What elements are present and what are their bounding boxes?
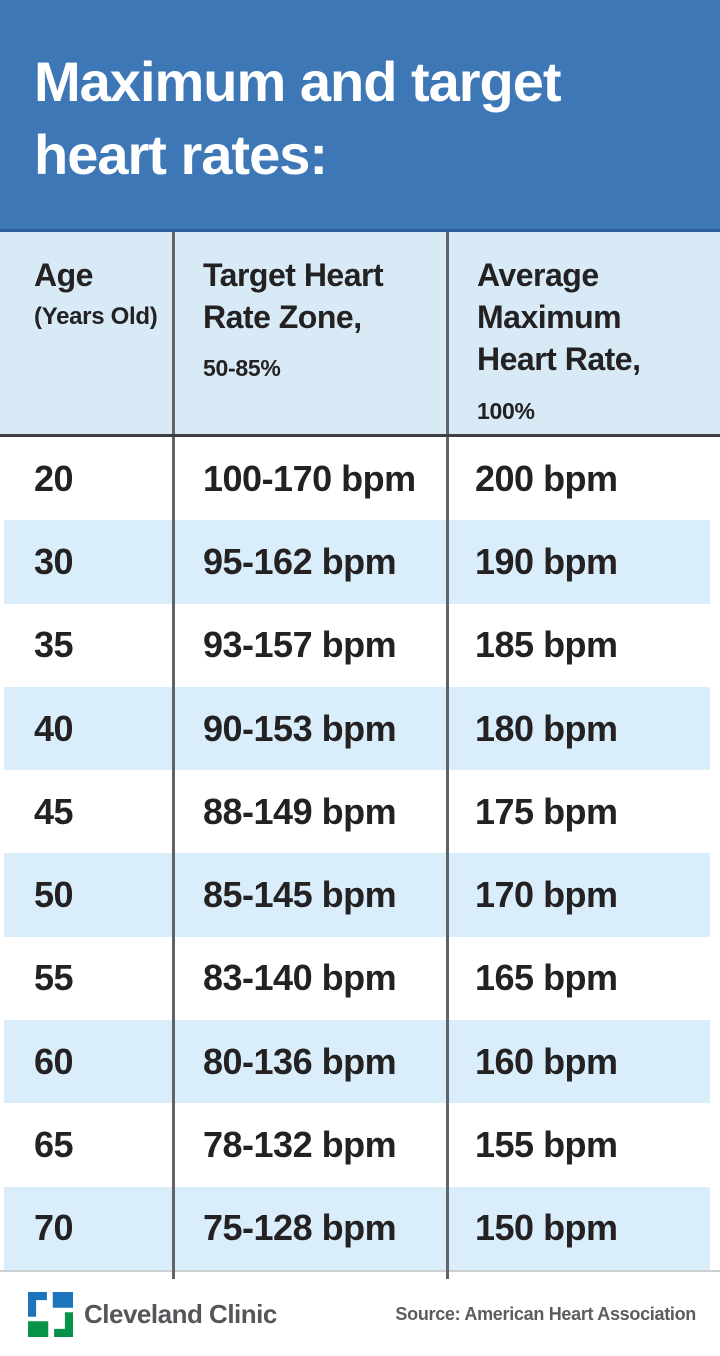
table-row: 20 100-170 bpm 200 bpm — [0, 437, 720, 521]
target-zone-cell: 85-145 bpm — [172, 853, 446, 937]
column-header-target-zone: Target Heart Rate Zone, 50-85% — [172, 232, 446, 434]
age-cell: 30 — [34, 540, 74, 582]
column-header-label: Average Maximum Heart Rate, — [477, 257, 641, 378]
column-header-age: Age (Years Old) — [0, 232, 172, 434]
age-cell: 65 — [34, 1124, 74, 1166]
column-header-subtext: 100% — [477, 397, 535, 424]
table-row: 30 95-162 bpm 190 bpm — [0, 520, 720, 604]
footer: Cleveland Clinic Source: American Heart … — [0, 1279, 720, 1356]
target-zone-cell: 78-132 bpm — [172, 1103, 446, 1187]
title-banner: Maximum and target heart rates: — [0, 0, 720, 232]
age-cell: 70 — [34, 1207, 74, 1249]
table-bottom-rule — [0, 1269, 720, 1280]
brand-lockup: Cleveland Clinic — [28, 1292, 277, 1338]
table-row: 60 80-136 bpm 160 bpm — [0, 1020, 720, 1104]
table-row: 50 85-145 bpm 170 bpm — [0, 853, 720, 937]
table-row: 35 93-157 bpm 185 bpm — [0, 603, 720, 687]
target-zone-cell: 100-170 bpm — [172, 437, 446, 521]
target-zone-cell: 88-149 bpm — [172, 770, 446, 854]
column-header-subtext: 50-85% — [203, 355, 281, 382]
source-attribution: Source: American Heart Association — [395, 1304, 696, 1325]
table-row: 45 88-149 bpm 175 bpm — [0, 770, 720, 854]
age-cell: 20 — [34, 457, 74, 499]
target-zone-cell: 80-136 bpm — [172, 1020, 446, 1104]
table-row: 55 83-140 bpm 165 bpm — [0, 936, 720, 1021]
page-title: Maximum and target heart rates: — [34, 50, 562, 186]
max-rate-cell: 180 bpm — [446, 686, 720, 771]
age-cell: 60 — [34, 1040, 74, 1082]
cleveland-clinic-logo-icon — [28, 1292, 73, 1338]
column-header-max-rate: Average Maximum Heart Rate, 100% — [446, 232, 720, 434]
target-zone-cell: 90-153 bpm — [172, 686, 446, 771]
table-row: 70 75-128 bpm 150 bpm — [0, 1186, 720, 1270]
target-zone-cell: 75-128 bpm — [172, 1186, 446, 1270]
table-body: 20 100-170 bpm 200 bpm 30 95-162 bpm 190… — [0, 437, 720, 1270]
column-header-subtext: (Years Old) — [34, 303, 158, 331]
column-divider-tick — [446, 1269, 449, 1279]
max-rate-cell: 155 bpm — [446, 1103, 720, 1187]
brand-name: Cleveland Clinic — [84, 1299, 277, 1330]
age-cell: 50 — [34, 874, 74, 916]
target-zone-cell: 95-162 bpm — [172, 520, 446, 604]
table-header-row: Age (Years Old) Target Heart Rate Zone, … — [0, 232, 720, 437]
age-cell: 40 — [34, 707, 74, 749]
max-rate-cell: 165 bpm — [446, 936, 720, 1021]
max-rate-cell: 160 bpm — [446, 1020, 720, 1104]
max-rate-cell: 185 bpm — [446, 603, 720, 687]
table-row: 40 90-153 bpm 180 bpm — [0, 686, 720, 771]
max-rate-cell: 190 bpm — [446, 520, 720, 604]
age-cell: 35 — [34, 624, 74, 666]
target-zone-cell: 93-157 bpm — [172, 603, 446, 687]
max-rate-cell: 170 bpm — [446, 853, 720, 937]
max-rate-cell: 200 bpm — [446, 437, 720, 521]
column-header-label: Age — [34, 257, 93, 293]
age-cell: 45 — [34, 790, 74, 832]
column-divider-tick — [172, 1269, 175, 1279]
max-rate-cell: 150 bpm — [446, 1186, 720, 1270]
target-zone-cell: 83-140 bpm — [172, 936, 446, 1021]
table-row: 65 78-132 bpm 155 bpm — [0, 1103, 720, 1187]
age-cell: 55 — [34, 957, 74, 999]
max-rate-cell: 175 bpm — [446, 770, 720, 854]
column-header-label: Target Heart Rate Zone, — [203, 257, 384, 336]
